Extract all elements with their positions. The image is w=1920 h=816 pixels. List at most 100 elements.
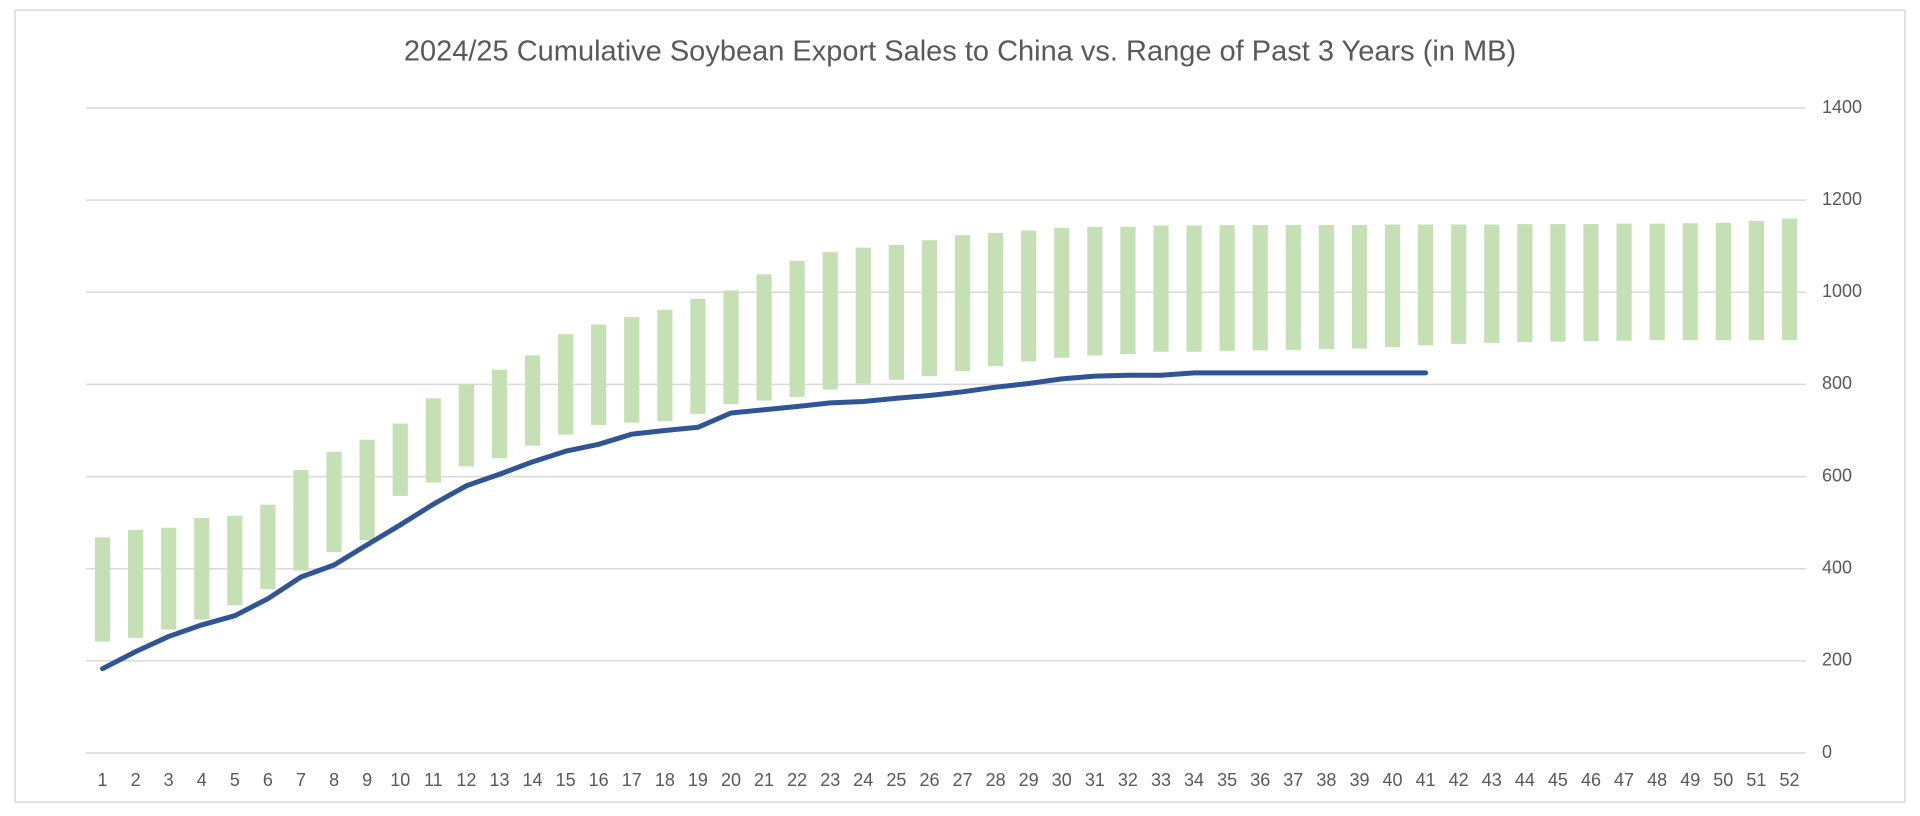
y-tick-label: 400	[1822, 557, 1852, 577]
range-bar	[1087, 226, 1103, 356]
x-tick-label: 8	[329, 770, 339, 790]
range-bar	[1054, 227, 1070, 358]
x-tick-label: 4	[197, 770, 207, 790]
x-tick-label: 25	[886, 770, 906, 790]
x-tick-label: 6	[263, 770, 273, 790]
range-bar	[558, 334, 574, 435]
range-bar	[1153, 225, 1169, 352]
x-tick-label: 17	[622, 770, 642, 790]
x-tick-label: 35	[1217, 770, 1237, 790]
range-bar	[1649, 223, 1665, 341]
x-tick-label: 42	[1449, 770, 1469, 790]
x-tick-label: 18	[655, 770, 675, 790]
x-tick-label: 29	[1019, 770, 1039, 790]
x-tick-label: 44	[1515, 770, 1535, 790]
range-bar	[1418, 224, 1434, 346]
range-bar	[1583, 224, 1599, 342]
y-tick-label: 1000	[1822, 281, 1862, 301]
range-bar	[194, 518, 210, 620]
y-tick-label: 200	[1822, 650, 1852, 670]
x-tick-label: 48	[1647, 770, 1667, 790]
x-tick-label: 49	[1680, 770, 1700, 790]
x-tick-label: 41	[1416, 770, 1436, 790]
x-tick-label: 30	[1052, 770, 1072, 790]
x-tick-label: 13	[489, 770, 509, 790]
x-tick-label: 27	[953, 770, 973, 790]
range-bar	[1715, 222, 1731, 341]
x-tick-label: 31	[1085, 770, 1105, 790]
y-tick-label: 1200	[1822, 189, 1862, 209]
x-tick-label: 7	[296, 770, 306, 790]
chart-title: 2024/25 Cumulative Soybean Export Sales …	[404, 36, 1516, 68]
range-bar	[1550, 224, 1566, 342]
x-tick-label: 21	[754, 770, 774, 790]
x-tick-label: 52	[1779, 770, 1799, 790]
range-bar	[1186, 225, 1202, 352]
x-tick-label: 3	[164, 770, 174, 790]
range-bar	[359, 439, 375, 541]
x-tick-label: 50	[1713, 770, 1733, 790]
range-bar	[524, 355, 541, 446]
x-tick-label: 9	[362, 770, 372, 790]
x-tick-label: 43	[1482, 770, 1502, 790]
range-bar	[392, 423, 408, 496]
range-bar	[921, 240, 938, 377]
x-tick-label: 32	[1118, 770, 1138, 790]
range-bar	[1616, 223, 1632, 341]
range-bar	[1748, 220, 1764, 341]
x-tick-label: 12	[456, 770, 476, 790]
range-bar	[293, 470, 309, 571]
range-bar	[260, 504, 276, 589]
x-tick-label: 23	[820, 770, 840, 790]
range-bar	[690, 298, 706, 414]
range-bar	[94, 537, 111, 642]
x-tick-label: 34	[1184, 770, 1204, 790]
range-bar	[591, 324, 607, 425]
range-bar	[822, 252, 838, 390]
range-bar	[1285, 225, 1301, 350]
range-bar	[1781, 218, 1798, 341]
x-tick-label: 47	[1614, 770, 1634, 790]
x-tick-label: 33	[1151, 770, 1171, 790]
range-bar	[1451, 224, 1467, 344]
x-tick-label: 24	[853, 770, 873, 790]
x-tick-label: 11	[424, 770, 443, 790]
x-tick-label: 22	[787, 770, 807, 790]
x-tick-label: 26	[919, 770, 939, 790]
range-bar	[1682, 223, 1698, 341]
range-bar	[128, 530, 144, 638]
range-bar	[789, 260, 805, 397]
x-tick-label: 36	[1250, 770, 1270, 790]
range-bar	[1252, 225, 1268, 351]
range-bar	[954, 235, 971, 372]
y-tick-label: 600	[1822, 465, 1852, 485]
x-tick-label: 14	[523, 770, 543, 790]
range-bar	[227, 515, 243, 606]
x-tick-label: 51	[1746, 770, 1766, 790]
x-tick-label: 1	[98, 770, 108, 790]
x-tick-label: 39	[1349, 770, 1369, 790]
range-bar	[756, 274, 772, 401]
x-tick-label: 46	[1581, 770, 1601, 790]
x-tick-label: 28	[986, 770, 1006, 790]
range-bar	[1318, 225, 1334, 349]
line	[100, 370, 1429, 672]
range-bar	[657, 309, 673, 422]
range-bar	[1351, 225, 1368, 349]
chart-border	[14, 9, 1906, 803]
range-bar	[723, 290, 739, 405]
range-bar	[326, 451, 342, 553]
x-tick-label: 5	[230, 770, 240, 790]
range-bar	[161, 527, 177, 630]
range-bar	[458, 384, 474, 467]
range-bar	[1021, 230, 1037, 362]
x-tick-label: 19	[688, 770, 708, 790]
range-bar	[491, 369, 508, 459]
range-bar	[1484, 224, 1500, 343]
range-bar	[1384, 224, 1401, 348]
range-bar	[1219, 225, 1235, 351]
range-bar	[624, 317, 640, 423]
y-tick-label: 800	[1822, 373, 1852, 393]
x-tick-label: 45	[1548, 770, 1568, 790]
